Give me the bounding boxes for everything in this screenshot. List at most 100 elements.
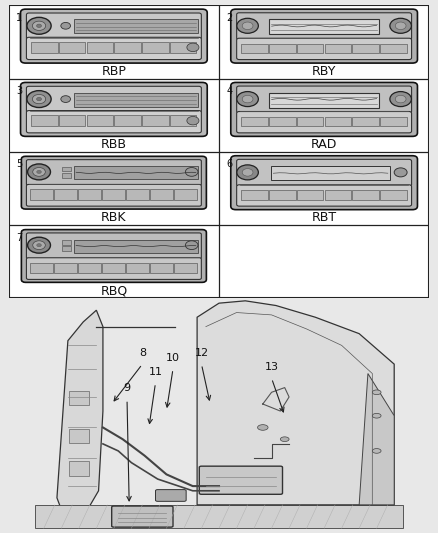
FancyBboxPatch shape	[155, 490, 186, 502]
Circle shape	[390, 18, 411, 33]
Text: RBQ: RBQ	[100, 285, 127, 297]
Polygon shape	[359, 374, 394, 505]
Bar	[78, 189, 101, 199]
Text: 1: 1	[16, 13, 22, 23]
Text: 7: 7	[16, 232, 23, 243]
Polygon shape	[197, 301, 394, 505]
Bar	[174, 263, 197, 273]
Bar	[74, 239, 198, 253]
Polygon shape	[57, 310, 103, 510]
Circle shape	[237, 18, 258, 33]
FancyBboxPatch shape	[231, 9, 417, 63]
Text: 8: 8	[139, 348, 146, 358]
Circle shape	[37, 24, 42, 28]
Circle shape	[33, 241, 45, 249]
FancyBboxPatch shape	[237, 185, 412, 206]
Bar	[269, 190, 296, 199]
Text: 5: 5	[16, 159, 23, 169]
Bar	[352, 117, 379, 126]
FancyBboxPatch shape	[21, 83, 207, 136]
Circle shape	[28, 237, 50, 253]
Circle shape	[242, 22, 253, 29]
Circle shape	[237, 165, 258, 180]
Text: 10: 10	[166, 353, 180, 363]
Bar	[174, 189, 197, 199]
Bar	[142, 42, 169, 53]
Circle shape	[372, 414, 381, 418]
Circle shape	[394, 168, 407, 177]
Text: RBT: RBT	[311, 212, 337, 224]
Bar	[297, 44, 323, 53]
Circle shape	[33, 167, 45, 176]
FancyBboxPatch shape	[26, 160, 201, 185]
Circle shape	[37, 171, 41, 174]
Bar	[241, 117, 268, 126]
Bar	[126, 189, 149, 199]
Circle shape	[187, 116, 199, 125]
Bar	[74, 93, 198, 107]
Circle shape	[395, 95, 406, 103]
Circle shape	[27, 18, 51, 34]
FancyBboxPatch shape	[26, 37, 201, 60]
Text: RBY: RBY	[312, 65, 336, 78]
Circle shape	[280, 437, 289, 441]
Bar	[30, 189, 53, 199]
Bar	[352, 44, 379, 53]
FancyBboxPatch shape	[237, 38, 412, 60]
Bar	[78, 263, 101, 273]
Circle shape	[242, 95, 253, 103]
Bar	[102, 189, 125, 199]
Bar	[62, 240, 71, 245]
FancyBboxPatch shape	[237, 111, 412, 133]
Bar	[271, 166, 390, 180]
Bar	[380, 44, 406, 53]
FancyBboxPatch shape	[21, 9, 207, 63]
Circle shape	[187, 43, 199, 52]
FancyBboxPatch shape	[26, 184, 201, 206]
Bar	[54, 263, 77, 273]
Bar	[54, 189, 77, 199]
Bar	[297, 190, 323, 199]
Circle shape	[237, 92, 258, 107]
Text: RBB: RBB	[101, 138, 127, 151]
Circle shape	[185, 241, 198, 249]
Bar	[31, 42, 57, 53]
FancyBboxPatch shape	[26, 86, 201, 113]
Bar	[325, 117, 351, 126]
Bar	[170, 42, 196, 53]
Bar	[102, 263, 125, 273]
Text: RBP: RBP	[102, 65, 126, 78]
FancyBboxPatch shape	[237, 86, 412, 113]
Bar	[325, 190, 351, 199]
Circle shape	[32, 21, 46, 30]
FancyBboxPatch shape	[21, 230, 206, 282]
Bar	[114, 42, 141, 53]
Bar	[69, 429, 89, 443]
Circle shape	[372, 390, 381, 394]
FancyBboxPatch shape	[112, 506, 173, 527]
Circle shape	[28, 164, 50, 180]
Bar	[380, 190, 406, 199]
FancyBboxPatch shape	[26, 13, 201, 40]
Bar	[269, 93, 379, 108]
Bar	[150, 189, 173, 199]
Bar	[142, 116, 169, 126]
Bar	[114, 116, 141, 126]
Bar	[87, 116, 113, 126]
Bar	[269, 19, 379, 34]
Text: 2: 2	[226, 13, 233, 23]
Circle shape	[185, 167, 198, 176]
Bar	[150, 263, 173, 273]
Text: RBK: RBK	[101, 212, 127, 224]
Bar	[59, 116, 85, 126]
Bar	[62, 167, 71, 172]
Text: 13: 13	[265, 362, 279, 373]
FancyBboxPatch shape	[26, 258, 201, 279]
FancyBboxPatch shape	[26, 110, 201, 133]
Circle shape	[390, 92, 411, 107]
Circle shape	[37, 244, 41, 247]
Text: 3: 3	[16, 86, 22, 96]
Bar	[352, 190, 379, 199]
FancyBboxPatch shape	[26, 233, 201, 259]
Bar	[325, 44, 351, 53]
